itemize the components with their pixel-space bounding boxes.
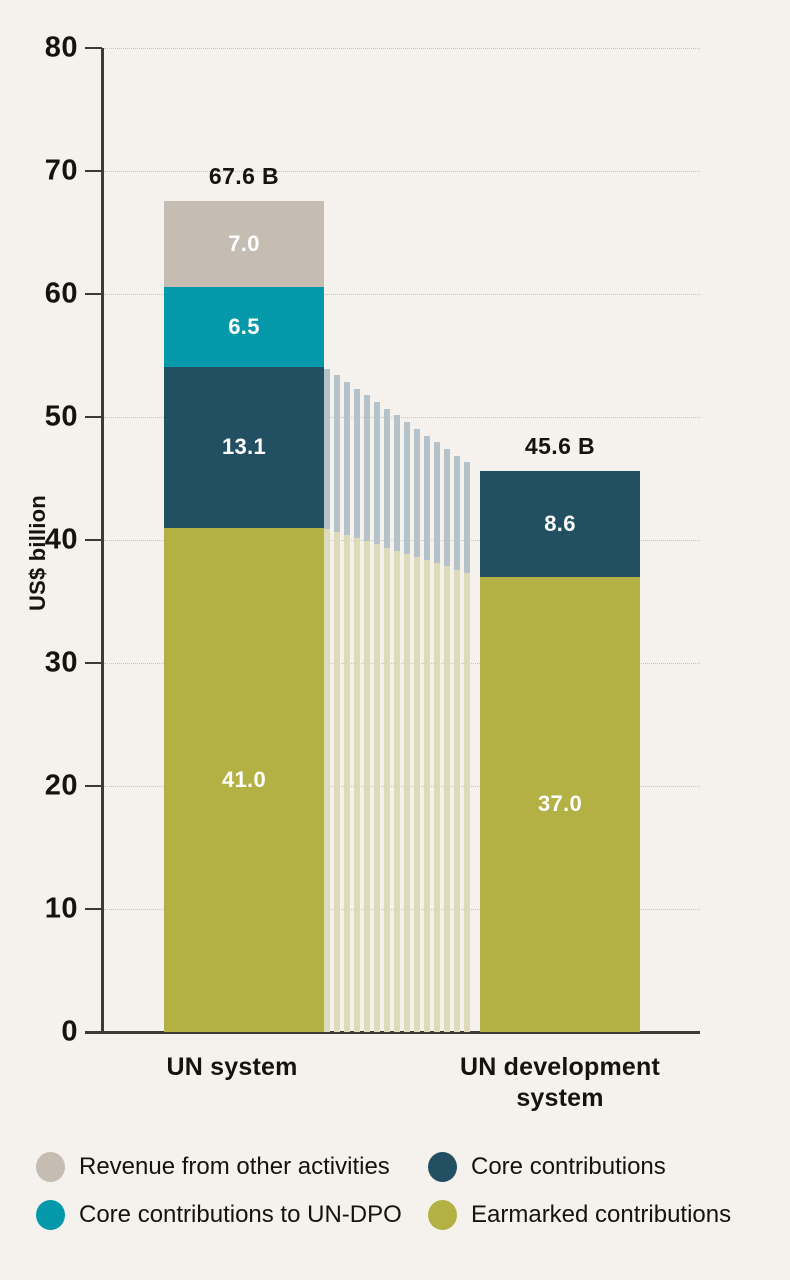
connector-stripe-core bbox=[384, 408, 390, 548]
connector-stripe-core bbox=[324, 368, 330, 529]
y-axis-tick-label: 40 bbox=[44, 523, 78, 556]
gridline bbox=[104, 417, 700, 418]
bar-connector-stripes bbox=[324, 48, 480, 1032]
connector-stripe-earmarked bbox=[374, 544, 380, 1032]
legend-item-revenue-other-activities[interactable]: Revenue from other activities bbox=[36, 1152, 390, 1182]
connector-stripe-core bbox=[374, 402, 380, 545]
connector-stripe-earmarked bbox=[464, 572, 470, 1032]
legend-swatch-icon bbox=[428, 1200, 457, 1230]
gridline bbox=[104, 294, 700, 295]
gridline bbox=[104, 171, 700, 172]
x-axis-label-un-development-system: UN development system bbox=[440, 1052, 680, 1115]
legend-label: Earmarked contributions bbox=[471, 1201, 732, 1228]
y-axis-tick bbox=[85, 539, 102, 541]
connector-stripe-core bbox=[354, 388, 360, 539]
y-axis-tick bbox=[85, 662, 102, 664]
bar-segment[interactable]: 6.5 bbox=[164, 286, 324, 367]
y-axis-line bbox=[101, 48, 104, 1034]
y-axis-tick bbox=[85, 908, 102, 910]
connector-stripe-core bbox=[334, 375, 340, 532]
legend-swatch-icon bbox=[36, 1152, 65, 1182]
connector-stripe-core bbox=[424, 435, 430, 561]
y-axis-tick-label: 80 bbox=[44, 31, 78, 64]
x-axis-label-line1: UN development bbox=[459, 1053, 661, 1081]
connector-stripe-core bbox=[464, 462, 470, 573]
connector-stripe-earmarked bbox=[404, 553, 410, 1032]
connector-stripe-core bbox=[434, 442, 440, 564]
connector-stripe-earmarked bbox=[444, 566, 450, 1032]
legend-label: Core contributions bbox=[471, 1153, 666, 1180]
x-axis-label-line2: system bbox=[516, 1084, 604, 1113]
connector-stripe-earmarked bbox=[334, 531, 340, 1032]
connector-stripe-core bbox=[454, 455, 460, 570]
connector-stripe-earmarked bbox=[324, 528, 330, 1032]
y-axis-tick-label: 10 bbox=[44, 892, 78, 925]
gridline bbox=[104, 786, 700, 787]
bar-total-label: 45.6 B bbox=[524, 433, 596, 460]
y-axis-tick bbox=[85, 47, 102, 49]
y-axis-tick-label: 0 bbox=[61, 1015, 78, 1048]
y-axis-tick-label: 70 bbox=[44, 154, 78, 187]
gridline bbox=[104, 48, 700, 49]
connector-stripe-core bbox=[404, 422, 410, 554]
y-axis-tick-label: 50 bbox=[44, 400, 78, 433]
legend-label: Core contributions to UN-DPO bbox=[79, 1201, 402, 1228]
y-axis-tick bbox=[85, 293, 102, 295]
legend-item-core-contributions-un-dpo[interactable]: Core contributions to UN-DPO bbox=[36, 1200, 402, 1230]
bar-segment[interactable]: 41.0 bbox=[164, 527, 324, 1032]
connector-stripe-earmarked bbox=[354, 538, 360, 1032]
gridline bbox=[104, 663, 700, 664]
legend-item-earmarked-contributions[interactable]: Earmarked contributions bbox=[428, 1200, 731, 1230]
legend-swatch-icon bbox=[36, 1200, 65, 1230]
y-axis-tick bbox=[85, 170, 102, 172]
y-axis-tick-label: 20 bbox=[44, 769, 78, 802]
legend-item-core-contributions[interactable]: Core contributions bbox=[428, 1152, 666, 1182]
connector-stripe-core bbox=[444, 449, 450, 567]
bar-segment[interactable]: 7.0 bbox=[164, 200, 324, 287]
connector-stripe-earmarked bbox=[394, 550, 400, 1032]
gridline bbox=[104, 909, 700, 910]
y-axis-tick bbox=[85, 785, 102, 787]
connector-stripe-core bbox=[414, 428, 420, 558]
connector-stripe-core bbox=[394, 415, 400, 551]
bar-segment[interactable]: 8.6 bbox=[480, 471, 640, 577]
bar-segment[interactable]: 37.0 bbox=[480, 576, 640, 1032]
connector-stripe-earmarked bbox=[454, 569, 460, 1032]
connector-stripe-earmarked bbox=[434, 563, 440, 1032]
x-axis-line bbox=[85, 1031, 700, 1034]
y-axis-tick-label: 30 bbox=[44, 646, 78, 679]
y-axis-tick bbox=[85, 416, 102, 418]
gridline bbox=[104, 540, 700, 541]
connector-stripe-earmarked bbox=[364, 541, 370, 1032]
bar-total-label: 67.6 B bbox=[208, 162, 280, 189]
legend-label: Revenue from other activities bbox=[79, 1153, 390, 1180]
connector-stripe-earmarked bbox=[424, 560, 430, 1032]
connector-stripe-earmarked bbox=[344, 534, 350, 1032]
x-axis-label-un-system: UN system bbox=[166, 1053, 298, 1081]
connector-stripe-core bbox=[364, 395, 370, 542]
connector-stripe-earmarked bbox=[414, 557, 420, 1032]
connector-stripe-earmarked bbox=[384, 547, 390, 1032]
y-axis-tick-label: 60 bbox=[44, 277, 78, 310]
connector-stripe-core bbox=[344, 381, 350, 535]
bar-segment[interactable]: 13.1 bbox=[164, 366, 324, 528]
legend-swatch-icon bbox=[428, 1152, 457, 1182]
